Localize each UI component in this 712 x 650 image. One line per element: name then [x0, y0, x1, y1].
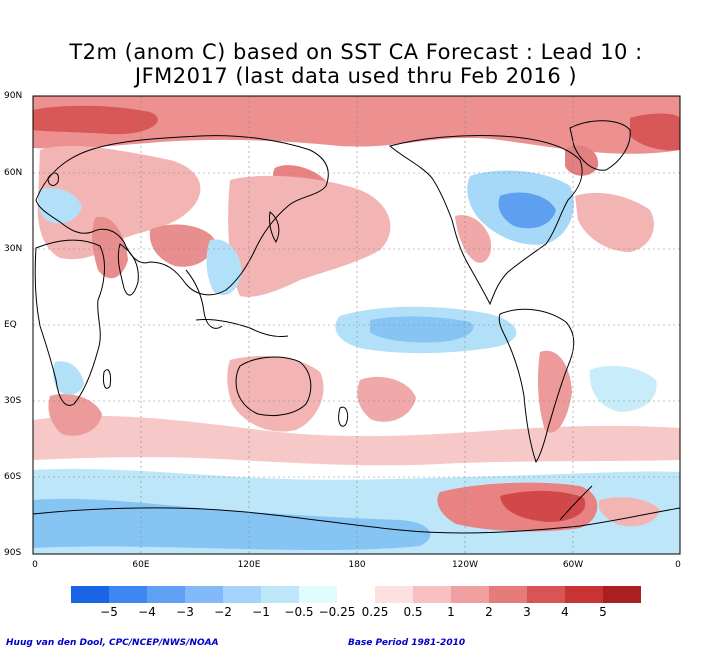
legend-label: 2	[485, 605, 493, 619]
australia-warm	[227, 356, 324, 432]
legend-swatch	[71, 586, 109, 603]
south-atlantic-cool	[589, 365, 657, 412]
legend-swatch	[451, 586, 489, 603]
equatorial-pacific-cool-core	[370, 316, 474, 343]
legend-label: 1	[447, 605, 455, 619]
central-asia-warm	[149, 224, 215, 267]
africa-coast	[34, 239, 105, 406]
north-pacific-warm	[228, 175, 391, 297]
legend-swatch	[565, 586, 603, 603]
legend-swatch	[489, 586, 527, 603]
legend-label: −0.25	[319, 605, 356, 619]
legend-boxes	[71, 586, 641, 603]
map-title-line1: T2m (anom C) based on SST CA Forecast : …	[69, 40, 643, 64]
legend-label: 0.25	[362, 605, 389, 619]
south-pacific-warm	[357, 376, 416, 422]
indonesia-coast	[195, 319, 289, 337]
weddell-warm	[598, 497, 660, 527]
lon-label-0-left: 0	[32, 560, 38, 570]
amundsen-warm-core	[500, 490, 586, 522]
japan-coast	[269, 211, 280, 243]
legend-label: −1	[252, 605, 270, 619]
legend-swatch	[147, 586, 185, 603]
southern-mid-lat-warm	[33, 415, 680, 466]
east-us-cool-core	[498, 192, 556, 229]
lon-label-60e: 60E	[132, 560, 150, 570]
legend-swatch	[223, 586, 261, 603]
lat-label-30n: 30N	[4, 244, 23, 254]
madagascar-coast	[103, 369, 111, 389]
north-america-coast	[388, 134, 583, 306]
lat-label-90s: 90S	[4, 548, 22, 558]
africa-south-warm	[48, 394, 102, 436]
anomaly-fields	[33, 96, 680, 554]
north-atlantic-warm	[575, 192, 654, 252]
lon-label-0-right: 0	[675, 560, 681, 570]
se-asia-coast	[185, 269, 223, 329]
lat-label-30s: 30S	[4, 396, 22, 406]
legend-label: 0.5	[403, 605, 422, 619]
map-title-line2: JFM2017 (last data used thru Feb 2016 )	[134, 64, 578, 88]
greenland-coast	[569, 120, 631, 171]
lon-label-180: 180	[348, 560, 366, 570]
south-america-coast	[498, 308, 575, 464]
legend-swatch	[527, 586, 565, 603]
lat-label-60s: 60S	[4, 472, 22, 482]
legend-label: 3	[523, 605, 531, 619]
legend-swatch	[413, 586, 451, 603]
legend-swatch	[337, 586, 375, 603]
eurasia-warm	[37, 145, 201, 260]
lon-label-120e: 120E	[237, 560, 261, 570]
australia-coast	[235, 356, 312, 417]
europe-detail-coast	[47, 172, 59, 186]
legend-label: −0.5	[284, 605, 313, 619]
lat-label-90n: 90N	[4, 91, 23, 101]
map-frame	[32, 95, 681, 555]
legend-swatch	[109, 586, 147, 603]
legend-label: −2	[214, 605, 232, 619]
legend-swatch	[185, 586, 223, 603]
graticule	[33, 96, 680, 554]
antarctic-peninsula	[559, 485, 593, 521]
coastlines	[33, 120, 680, 534]
legend-label: 4	[561, 605, 569, 619]
legend-swatch	[299, 586, 337, 603]
credit-text: Huug van den Dool, CPC/NCEP/NWS/NOAA	[6, 638, 219, 648]
legend-label: −3	[176, 605, 194, 619]
legend-labels: −5 −4 −3 −2 −1 −0.5 −0.25 0.25 0.5 1 2 3 4 5	[100, 605, 607, 619]
legend-label: 5	[599, 605, 607, 619]
antarctica-coast	[33, 507, 680, 534]
south-america-warm	[537, 350, 572, 433]
west-us-warm	[455, 215, 492, 263]
lon-label-120w: 120W	[451, 560, 479, 570]
legend-label: −4	[138, 605, 156, 619]
lon-label-60w: 60W	[562, 560, 584, 570]
new-zealand-coast	[338, 406, 349, 427]
legend-swatch	[375, 586, 413, 603]
east-asia-cool	[206, 239, 242, 296]
legend-swatch	[603, 586, 641, 603]
arctic-warm-core-east	[630, 113, 680, 151]
india-coast	[117, 243, 139, 296]
legend-swatch	[261, 586, 299, 603]
arctic-warm-core-west	[33, 105, 158, 135]
africa-cool	[53, 361, 84, 395]
lat-label-60n: 60N	[4, 168, 23, 178]
base-period-text: Base Period 1981-2010	[348, 638, 466, 648]
southern-ocean-cool-core	[33, 498, 431, 550]
arctic-warm-band	[33, 96, 680, 154]
legend-label: −5	[100, 605, 118, 619]
eurasia-coast	[35, 135, 329, 296]
lat-label-eq: EQ	[4, 320, 17, 330]
